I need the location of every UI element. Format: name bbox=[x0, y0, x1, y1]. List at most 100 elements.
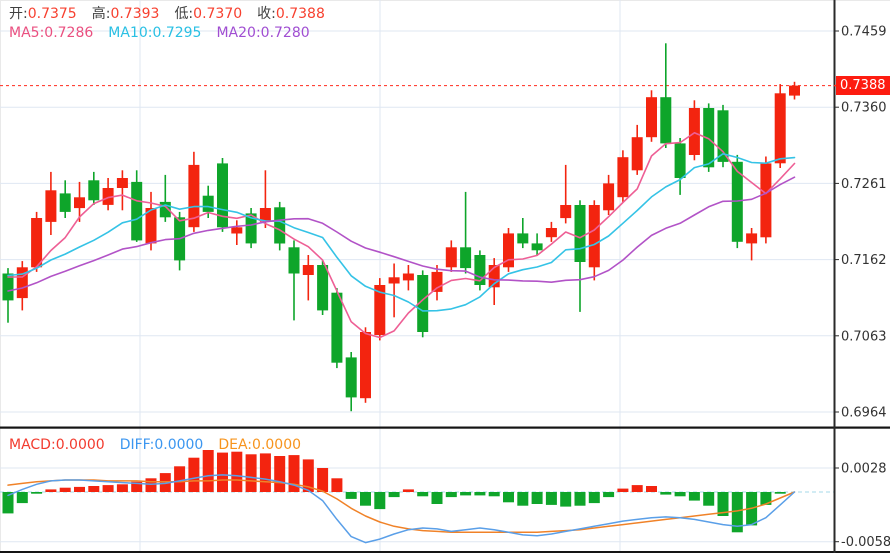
macd-bar bbox=[259, 453, 271, 492]
price-axis-label: 0.7063 bbox=[841, 329, 887, 344]
candle-body bbox=[317, 265, 329, 311]
candle[interactable] bbox=[545, 221, 557, 242]
dea-line bbox=[7, 479, 796, 534]
candle[interactable] bbox=[417, 270, 429, 338]
candle[interactable] bbox=[460, 191, 472, 274]
candle[interactable] bbox=[345, 352, 357, 412]
candle[interactable] bbox=[646, 90, 657, 142]
candle-body bbox=[460, 247, 472, 269]
candle-body bbox=[88, 180, 100, 201]
candle[interactable] bbox=[574, 200, 586, 312]
macd-bar bbox=[2, 492, 14, 514]
candle[interactable] bbox=[717, 104, 729, 168]
candle-body bbox=[2, 273, 14, 301]
candle[interactable] bbox=[703, 103, 715, 172]
ma-readout: MA5: 0.7286 MA10: 0.7295 MA20: 0.7280 bbox=[9, 25, 325, 41]
candle-body bbox=[131, 181, 143, 241]
candle[interactable] bbox=[259, 170, 271, 228]
macd-bar bbox=[503, 492, 514, 503]
candle-body bbox=[703, 108, 715, 168]
candle[interactable] bbox=[16, 261, 28, 311]
ohlc-readout: 开: 0.7375 高: 0.7393 低: 0.7370 收: 0.7388 bbox=[9, 6, 340, 22]
macd-histogram bbox=[2, 450, 786, 533]
candle[interactable] bbox=[74, 181, 85, 222]
candle[interactable] bbox=[245, 208, 257, 249]
candle[interactable] bbox=[274, 201, 286, 251]
macd-bar bbox=[331, 478, 343, 492]
candle[interactable] bbox=[131, 170, 143, 242]
candle[interactable] bbox=[102, 178, 114, 211]
candle[interactable] bbox=[116, 170, 128, 211]
low-value: 0.7370 bbox=[193, 6, 243, 22]
macd-bar bbox=[388, 492, 400, 498]
candle[interactable] bbox=[760, 156, 772, 244]
candle[interactable] bbox=[159, 174, 171, 222]
candle[interactable] bbox=[517, 218, 529, 249]
candle[interactable] bbox=[231, 220, 243, 245]
candle-body bbox=[789, 85, 800, 96]
candle[interactable] bbox=[474, 250, 486, 291]
candle[interactable] bbox=[445, 240, 457, 272]
candle[interactable] bbox=[45, 171, 57, 235]
low-label: 低: bbox=[174, 6, 194, 22]
ma5-line bbox=[7, 132, 796, 339]
candle-body bbox=[345, 357, 357, 398]
candle[interactable] bbox=[360, 327, 371, 403]
candle-body bbox=[374, 285, 386, 335]
open-value: 0.7375 bbox=[27, 6, 77, 22]
candle[interactable] bbox=[674, 138, 686, 195]
close-readout: 收: 0.7388 bbox=[257, 6, 325, 22]
candle[interactable] bbox=[302, 255, 314, 301]
candle[interactable] bbox=[531, 233, 543, 255]
candle[interactable] bbox=[631, 124, 643, 175]
candle[interactable] bbox=[688, 100, 700, 161]
candle[interactable] bbox=[617, 150, 629, 202]
price-axis-label: 0.7162 bbox=[841, 253, 887, 268]
candle[interactable] bbox=[217, 158, 228, 232]
candle[interactable] bbox=[31, 211, 43, 272]
candle[interactable] bbox=[317, 260, 329, 315]
candle[interactable] bbox=[588, 200, 600, 281]
diff-value-readout: DIFF: 0.0000 bbox=[120, 437, 204, 453]
candle-body bbox=[202, 195, 214, 212]
candle[interactable] bbox=[188, 151, 200, 232]
candle[interactable] bbox=[145, 191, 157, 251]
candle[interactable] bbox=[374, 278, 386, 341]
candle[interactable] bbox=[331, 288, 343, 369]
macd-bar bbox=[703, 492, 715, 506]
ma20-label: MA20: bbox=[216, 25, 261, 41]
macd-bar bbox=[116, 484, 128, 492]
candle-body bbox=[245, 213, 257, 244]
candle-body bbox=[31, 218, 43, 268]
macd-bar bbox=[660, 492, 672, 495]
candle-body bbox=[217, 163, 228, 228]
candle[interactable] bbox=[660, 43, 672, 148]
candles bbox=[2, 43, 800, 412]
candle-body bbox=[717, 110, 729, 162]
candle[interactable] bbox=[560, 164, 572, 224]
macd-bar bbox=[688, 492, 700, 501]
candle[interactable] bbox=[789, 81, 800, 100]
candle[interactable] bbox=[431, 265, 443, 301]
candle[interactable] bbox=[288, 240, 300, 321]
candle[interactable] bbox=[488, 258, 500, 305]
ma10-label: MA10: bbox=[108, 25, 153, 41]
candle-body bbox=[431, 271, 443, 292]
candle[interactable] bbox=[88, 171, 100, 205]
candle[interactable] bbox=[402, 265, 414, 291]
macd-bar bbox=[588, 492, 600, 504]
price-axis-labels: 0.7459 0.7360 0.7261 0.7162 0.7063 0.6964 bbox=[834, 25, 887, 421]
candle[interactable] bbox=[388, 263, 400, 318]
high-label: 高: bbox=[91, 6, 111, 22]
macd-label: MACD: bbox=[9, 437, 56, 453]
candle-body bbox=[116, 178, 128, 188]
macd-bar bbox=[674, 492, 686, 497]
candle[interactable] bbox=[603, 174, 615, 215]
candle[interactable] bbox=[774, 84, 786, 168]
candle[interactable] bbox=[746, 228, 758, 261]
candle[interactable] bbox=[503, 228, 514, 272]
candle[interactable] bbox=[59, 180, 71, 218]
macd-bar bbox=[603, 492, 615, 498]
candle-body bbox=[560, 205, 572, 219]
